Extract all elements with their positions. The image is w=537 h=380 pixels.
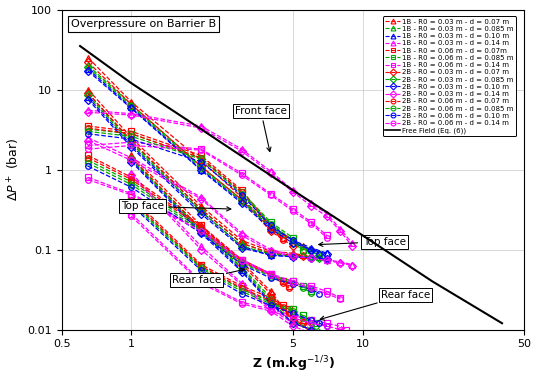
Legend: 1B - R0 = 0.03 m - d = 0.07 m, 1B - R0 = 0.03 m - d = 0.085 m, 1B - R0 = 0.03 m : 1B - R0 = 0.03 m - d = 0.07 m, 1B - R0 =… bbox=[383, 16, 517, 136]
Text: Rear face: Rear face bbox=[320, 290, 430, 320]
Y-axis label: $\Delta P^+$ (bar): $\Delta P^+$ (bar) bbox=[5, 138, 22, 201]
Text: Front face: Front face bbox=[235, 106, 287, 152]
X-axis label: Z (m.kg$^{-1/3}$): Z (m.kg$^{-1/3}$) bbox=[252, 355, 335, 374]
Text: Overpressure on Barrier B: Overpressure on Barrier B bbox=[71, 19, 216, 29]
Text: Top face: Top face bbox=[121, 201, 231, 211]
Text: Rear face: Rear face bbox=[172, 268, 244, 285]
Text: Top face: Top face bbox=[319, 237, 406, 247]
